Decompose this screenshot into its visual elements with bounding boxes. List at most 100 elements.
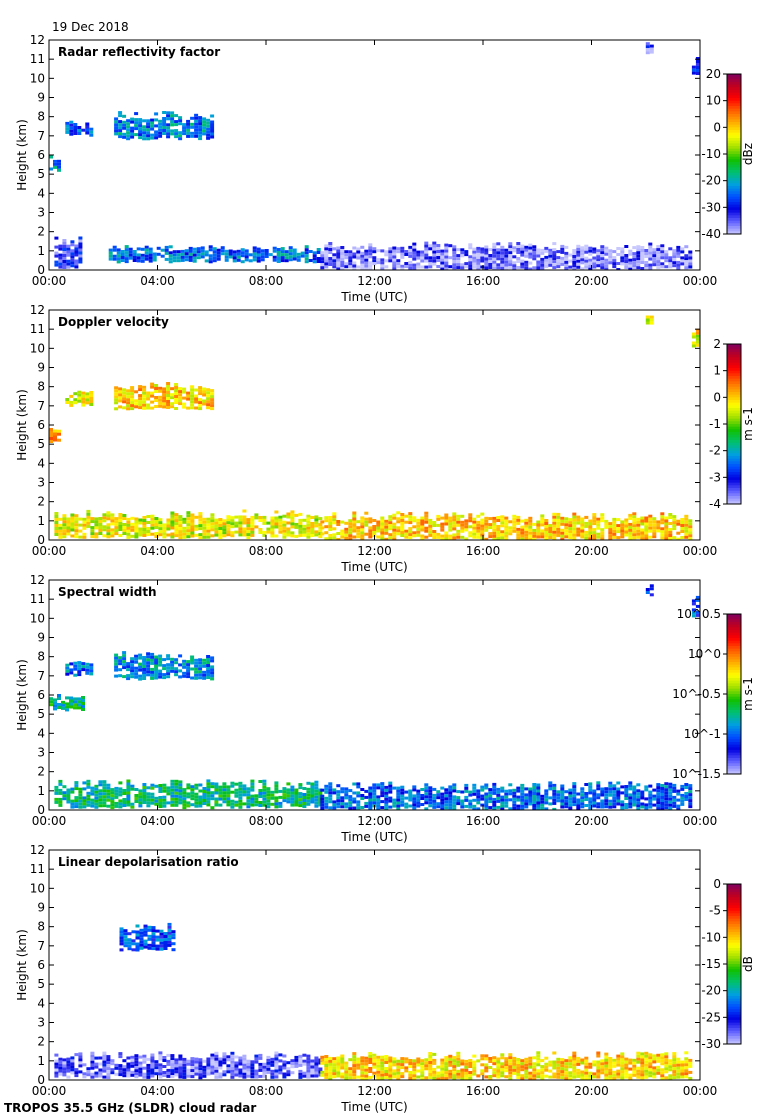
data-cell — [368, 535, 373, 539]
data-cell — [592, 537, 597, 540]
data-cell — [376, 801, 381, 805]
data-cell — [468, 1059, 473, 1062]
data-cell — [206, 124, 211, 128]
data-cell — [278, 804, 283, 808]
data-cell — [324, 525, 329, 529]
data-cell — [356, 785, 361, 789]
colorbar-segment — [727, 186, 741, 190]
data-cell — [424, 789, 429, 793]
data-cell — [143, 939, 148, 943]
data-cell — [480, 803, 485, 807]
data-cell — [364, 252, 369, 256]
colorbar-segment — [727, 694, 741, 698]
data-cell — [230, 784, 235, 788]
data-cell — [448, 794, 453, 798]
data-cell — [134, 675, 139, 679]
data-cell — [584, 783, 589, 786]
data-cell — [672, 524, 677, 528]
data-cell — [684, 795, 689, 798]
data-cell — [220, 249, 225, 253]
data-cell — [106, 789, 111, 793]
data-cell — [298, 524, 303, 528]
data-cell — [544, 1074, 549, 1078]
data-cell — [310, 1074, 315, 1078]
data-cell — [170, 393, 175, 397]
data-cell — [488, 800, 493, 804]
data-cell — [158, 128, 163, 132]
data-cell — [324, 796, 329, 800]
data-cell — [126, 1068, 131, 1072]
colorbar-segment — [727, 437, 741, 441]
data-cell — [428, 1070, 433, 1073]
data-cell — [504, 1069, 509, 1073]
data-cell — [218, 521, 223, 524]
data-cell — [340, 799, 345, 803]
data-cell — [484, 537, 489, 540]
data-cell — [114, 795, 119, 799]
data-cell — [508, 526, 513, 530]
data-cell — [106, 1067, 111, 1071]
colorbar-segment — [727, 710, 741, 714]
data-cell — [143, 924, 148, 928]
data-cell — [324, 244, 329, 248]
data-cell — [310, 1059, 315, 1063]
data-cell — [412, 785, 417, 789]
data-cell — [162, 523, 167, 527]
data-cell — [102, 780, 107, 784]
colorbar-segment — [727, 742, 741, 746]
data-cell — [218, 1060, 223, 1064]
data-cell — [540, 806, 545, 810]
data-cell — [320, 251, 325, 255]
data-cell — [691, 344, 696, 348]
data-cell — [348, 250, 353, 254]
data-cell — [126, 407, 131, 411]
data-cell — [364, 1056, 369, 1060]
data-cell — [162, 667, 167, 671]
data-cell — [628, 258, 633, 262]
data-cell — [77, 703, 81, 707]
data-cell — [174, 522, 179, 526]
data-cell — [548, 527, 553, 530]
data-cell — [448, 244, 453, 248]
data-cell — [695, 343, 700, 347]
data-cell — [86, 1070, 91, 1074]
data-cell — [274, 1054, 279, 1058]
data-cell — [691, 611, 696, 615]
data-cell — [170, 129, 175, 133]
data-cell — [376, 526, 381, 530]
data-cell — [246, 793, 251, 797]
data-cell — [74, 262, 79, 266]
data-cell — [302, 793, 307, 796]
data-cell — [428, 527, 433, 531]
data-cell — [576, 250, 581, 254]
data-cell — [616, 527, 621, 531]
data-cell — [143, 942, 148, 946]
data-cell — [572, 527, 577, 531]
data-cell — [520, 1077, 525, 1080]
data-cell — [504, 248, 509, 252]
data-cell — [520, 531, 525, 535]
data-cell — [150, 121, 155, 125]
data-cell — [468, 799, 473, 803]
data-cell — [560, 787, 565, 791]
data-cell — [340, 520, 345, 524]
data-cell — [126, 535, 131, 539]
data-cell — [158, 521, 163, 525]
data-cell — [324, 259, 329, 263]
data-cell — [516, 786, 521, 790]
data-cell — [644, 264, 649, 267]
data-cell — [81, 394, 86, 398]
data-cell — [302, 1059, 307, 1063]
data-cell — [432, 524, 437, 527]
data-cell — [82, 799, 87, 803]
data-cell — [428, 1058, 433, 1061]
data-cell — [512, 517, 517, 521]
data-cell — [78, 236, 83, 240]
data-cell — [155, 944, 160, 948]
data-cell — [150, 136, 155, 140]
data-cell — [520, 537, 525, 540]
data-cell — [608, 790, 613, 794]
data-cell — [492, 797, 497, 801]
data-cell — [600, 254, 605, 258]
data-cell — [155, 929, 160, 933]
